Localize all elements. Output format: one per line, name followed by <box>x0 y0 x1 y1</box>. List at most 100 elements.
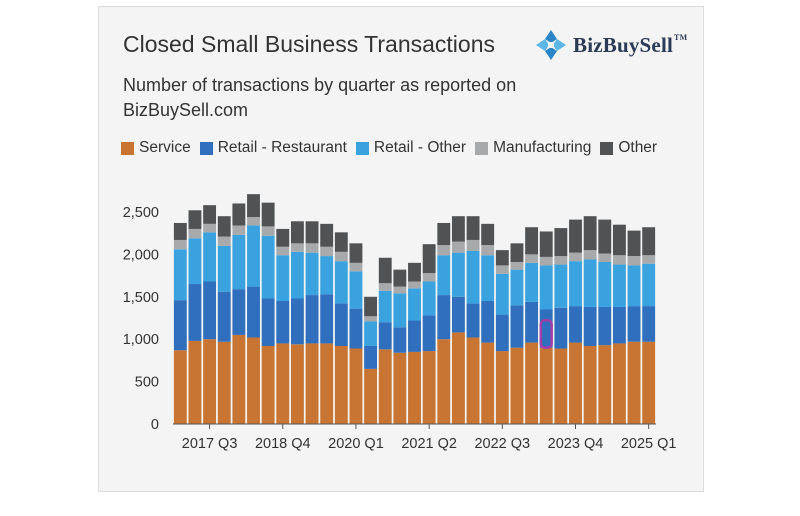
bar-segment-retail-restaurant <box>173 300 187 351</box>
bar-segment-retail-restaurant <box>612 306 626 344</box>
bar-segment-manufacturing <box>247 217 260 226</box>
bar-segment-retail-restaurant <box>583 306 597 346</box>
bar-segment-service <box>642 341 656 424</box>
bar-segment-retail-other <box>612 264 626 307</box>
bar-segment-manufacturing <box>232 225 246 235</box>
bar-segment-service <box>539 347 553 424</box>
bar-segment-other <box>203 205 217 224</box>
legend-swatch-manufacturing <box>475 141 489 155</box>
bar-segment-retail-restaurant <box>408 320 421 352</box>
bar-segment-retail-other <box>583 259 597 307</box>
legend-item-other: Other <box>600 139 657 157</box>
bar-segment-retail-restaurant <box>247 286 260 338</box>
bar-segment-manufacturing <box>554 256 568 265</box>
bar-segment-other <box>305 221 319 244</box>
bar-segment-retail-restaurant <box>510 305 524 348</box>
bar-segment-manufacturing <box>612 255 626 265</box>
y-tick-label: 1,500 <box>123 290 159 306</box>
bar-segment-service <box>203 339 217 424</box>
legend-swatch-retail-other <box>355 141 369 155</box>
bar-segment-retail-other <box>232 234 246 290</box>
legend-swatch-service <box>121 141 134 155</box>
bar-segment-manufacturing <box>320 246 334 257</box>
bar-segment-retail-restaurant <box>320 294 334 344</box>
x-tick-label: 2022 Q3 <box>474 436 530 452</box>
bar-segment-manufacturing <box>481 245 495 256</box>
y-tick-label: 500 <box>135 375 159 391</box>
bar-segment-retail-other <box>554 264 568 308</box>
bar-segment-other <box>451 216 465 242</box>
bar-segment-other <box>554 228 568 257</box>
bar-segment-manufacturing <box>466 239 480 251</box>
bar-segment-retail-other <box>320 256 334 295</box>
bar-segment-retail-other <box>261 235 275 299</box>
bar-segment-retail-other <box>510 269 524 306</box>
bar-segment-service <box>393 352 407 424</box>
bar-segment-manufacturing <box>378 283 392 291</box>
bar-segment-retail-restaurant <box>364 345 378 369</box>
bar-segment-retail-other <box>437 255 451 296</box>
legend-label-manufacturing: Manufacturing <box>493 139 592 156</box>
bar-segment-other <box>188 210 202 229</box>
bar-segment-other <box>378 257 392 284</box>
chart-legend: Service Retail - Restaurant Retail - Oth… <box>121 139 666 157</box>
bar-segment-manufacturing <box>173 239 187 250</box>
bar-segment-other <box>276 228 290 247</box>
bar-segment-retail-other <box>217 245 231 292</box>
bar-segment-retail-other <box>495 273 509 315</box>
bar-segment-retail-other <box>173 249 187 301</box>
bar-segment-manufacturing <box>525 254 539 263</box>
bar-segment-other <box>466 216 480 240</box>
bar-segment-retail-other <box>481 255 495 302</box>
bar-segment-service <box>525 342 539 424</box>
bar-segment-service <box>495 351 509 424</box>
bar-segment-manufacturing <box>510 262 524 270</box>
bar-segment-service <box>378 349 392 424</box>
bar-segment-other <box>525 227 539 255</box>
bar-segment-other <box>510 243 524 262</box>
bar-segment-other <box>217 216 231 237</box>
bar-segment-other <box>569 219 582 253</box>
bar-segment-service <box>173 350 187 424</box>
bar-segment-retail-other <box>422 281 436 316</box>
legend-label-retail-restaurant: Retail - Restaurant <box>217 139 347 156</box>
bar-segment-retail-other <box>627 265 641 307</box>
bar-segment-manufacturing <box>217 236 231 246</box>
bar-segment-retail-other <box>539 265 553 310</box>
bar-segment-other <box>290 221 304 244</box>
bar-segment-service <box>276 343 290 424</box>
x-tick-label: 2021 Q2 <box>401 436 457 452</box>
bar-segment-retail-restaurant <box>203 281 217 340</box>
bar-segment-service <box>554 348 568 424</box>
bar-segment-retail-restaurant <box>569 306 582 343</box>
bar-segment-retail-other <box>290 251 304 299</box>
bar-segment-other <box>408 262 421 282</box>
x-tick-label: 2020 Q1 <box>328 436 384 452</box>
bar-segment-retail-other <box>305 252 319 296</box>
bar-segment-service <box>627 341 641 424</box>
bar-segment-service <box>217 341 231 424</box>
bar-segment-retail-other <box>349 271 363 309</box>
brand-logo: BizBuySellTM <box>535 29 687 61</box>
bar-segment-retail-other <box>451 252 465 297</box>
bar-segment-other <box>583 216 597 251</box>
bar-segment-other <box>349 243 363 263</box>
bar-segment-service <box>408 351 421 424</box>
bar-segment-retail-other <box>569 261 582 307</box>
bar-segment-retail-other <box>378 290 392 323</box>
bar-segment-service <box>569 342 582 424</box>
legend-item-retail-other: Retail - Other <box>355 139 466 157</box>
bar-segment-manufacturing <box>349 262 363 272</box>
bar-segment-manufacturing <box>583 250 597 260</box>
bar-segment-retail-restaurant <box>539 309 553 348</box>
x-tick-label: 2017 Q3 <box>182 436 238 452</box>
bar-segment-manufacturing <box>627 256 641 266</box>
bar-segment-manufacturing <box>334 251 348 262</box>
legend-item-manufacturing: Manufacturing <box>475 139 591 157</box>
legend-label-other: Other <box>618 139 658 156</box>
bar-segment-other <box>495 250 509 266</box>
bar-segment-manufacturing <box>422 273 436 282</box>
bar-segment-retail-other <box>393 293 407 328</box>
bar-segment-retail-restaurant <box>481 301 495 343</box>
bar-segment-retail-restaurant <box>334 303 348 346</box>
